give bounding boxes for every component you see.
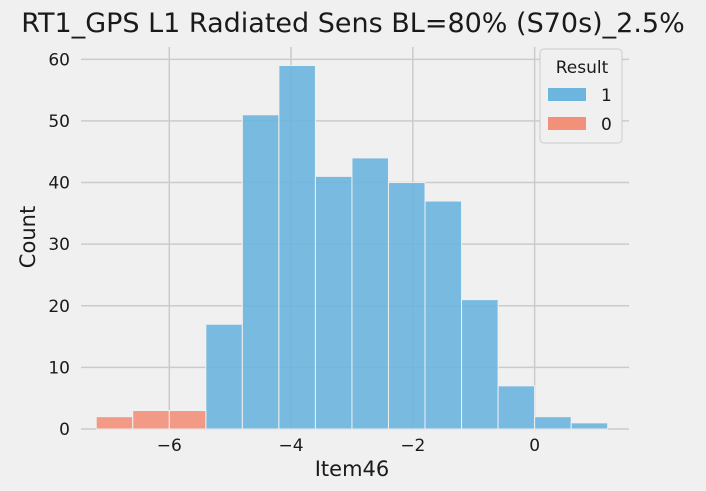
y-tick-label: 40: [48, 174, 70, 194]
x-tick-label: −4: [279, 436, 304, 456]
y-tick-label: 60: [48, 50, 70, 70]
legend-swatch-series-0: [548, 117, 586, 130]
histogram-bars: [95, 64, 609, 430]
chart-title: RT1_GPS L1 Radiated Sens BL=80% (S70s)_2…: [21, 8, 685, 39]
y-axis-ticks: 0 10 20 30 40 50 60: [48, 50, 70, 440]
histogram-bar-result-1: [497, 385, 536, 430]
histogram-bar-result-1: [278, 64, 316, 430]
y-tick-label: 10: [48, 358, 70, 378]
x-tick-label: −6: [157, 436, 182, 456]
x-axis-label: Item46: [315, 457, 390, 481]
histogram-bar-result-0: [168, 410, 207, 430]
y-tick-label: 20: [48, 297, 70, 317]
histogram-bar-result-1: [351, 157, 389, 430]
y-axis-label: Count: [16, 206, 40, 268]
x-tick-label: 0: [529, 436, 540, 456]
y-tick-label: 0: [59, 420, 70, 440]
x-tick-label: −2: [400, 436, 425, 456]
histogram-bar-result-1: [314, 175, 353, 430]
y-tick-label: 50: [48, 112, 70, 132]
histogram-bar-result-1: [461, 299, 499, 430]
histogram-bar-result-0: [132, 410, 170, 430]
legend-title: Result: [556, 58, 609, 78]
x-axis-ticks: −6 −4 −2 0: [157, 436, 540, 456]
histogram-bar-result-1: [424, 200, 463, 430]
legend-label-series-0: 0: [601, 115, 612, 135]
histogram-bar-result-1: [570, 422, 609, 430]
legend-swatch-series-1: [548, 88, 586, 101]
histogram-bar-result-1: [387, 182, 426, 430]
histogram-bar-result-1: [205, 323, 243, 430]
legend-label-series-1: 1: [601, 86, 612, 106]
histogram-bar-result-1: [534, 416, 572, 430]
histogram-bar-result-1: [241, 114, 280, 430]
histogram-bar-result-0: [95, 416, 134, 430]
y-tick-label: 30: [48, 235, 70, 255]
legend: Result 1 0: [539, 48, 623, 144]
